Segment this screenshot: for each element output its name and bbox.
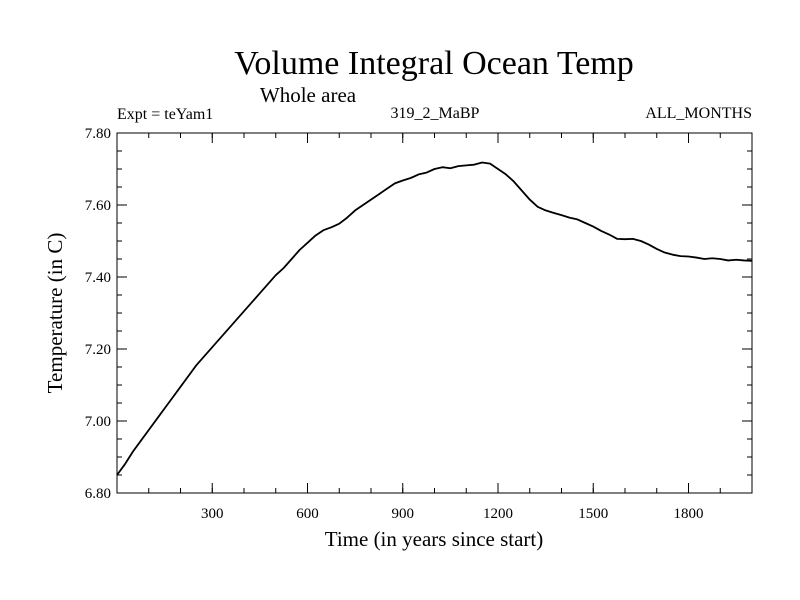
y-tick-label: 7.00 bbox=[85, 414, 111, 430]
y-axis: 6.80 7.00 7.20 7.40 7.60 7.80 bbox=[85, 126, 752, 502]
annotation-months: ALL_MONTHS bbox=[645, 105, 752, 122]
x-tick-label: 1800 bbox=[674, 506, 704, 522]
x-tick-label: 300 bbox=[201, 506, 224, 522]
x-axis-label: Time (in years since start) bbox=[325, 527, 544, 551]
y-tick-label: 7.40 bbox=[85, 270, 111, 286]
annotation-expt: Expt = teYam1 bbox=[117, 106, 213, 123]
x-tick-label: 1500 bbox=[578, 506, 608, 522]
x-axis: 300 600 900 1200 1500 1800 bbox=[148, 133, 721, 522]
plot-frame bbox=[116, 132, 753, 494]
y-axis-label: Temperature (in C) bbox=[43, 233, 67, 394]
x-tick-label: 1200 bbox=[483, 506, 513, 522]
annotation-run: 319_2_MaBP bbox=[391, 105, 480, 122]
x-tick-label: 600 bbox=[296, 506, 319, 522]
y-tick-label: 7.20 bbox=[85, 342, 111, 358]
chart-subtitle: Whole area bbox=[260, 83, 357, 107]
series-line bbox=[116, 161, 753, 476]
y-tick-label: 6.80 bbox=[85, 486, 111, 502]
y-tick-label: 7.60 bbox=[85, 198, 111, 214]
x-tick-label: 900 bbox=[392, 506, 415, 522]
y-tick-label: 7.80 bbox=[85, 126, 111, 142]
chart-title: Volume Integral Ocean Temp bbox=[234, 45, 634, 82]
